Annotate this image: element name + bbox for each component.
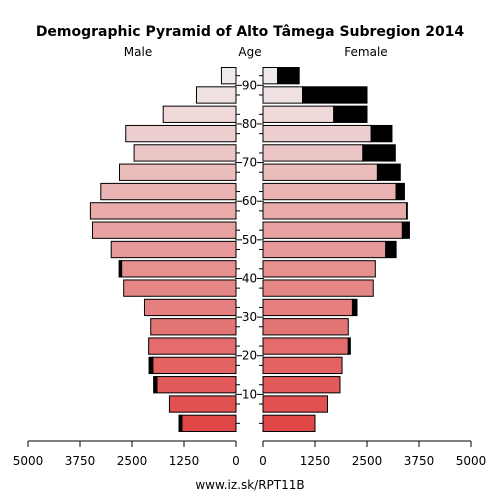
female-label: Female <box>344 45 387 59</box>
age-tick-label: 30 <box>242 310 257 324</box>
male-bar-25-29 <box>150 318 237 336</box>
male-bar-50-54 <box>91 221 237 239</box>
female-bar-5-9 <box>262 395 328 413</box>
female-bar-75-79 <box>262 124 372 143</box>
female-excess-bar-90+ <box>277 67 300 85</box>
male-x-tick-label: 0 <box>232 454 240 468</box>
age-tick-label: 20 <box>242 349 257 363</box>
footer-url: www.iz.sk/RPT11B <box>195 478 304 492</box>
female-bar-15-19 <box>262 356 343 375</box>
female-bar-65-69 <box>262 163 378 181</box>
chart-title: Demographic Pyramid of Alto Tâmega Subre… <box>36 24 465 40</box>
male-bar-35-39 <box>123 279 237 297</box>
female-bar-60-64 <box>262 182 397 201</box>
female-bar-50-54 <box>262 221 403 239</box>
female-x-tick-label: 5000 <box>456 454 487 468</box>
male-bars <box>89 67 237 432</box>
male-bar-0-4 <box>181 414 237 432</box>
female-bar-10-14 <box>262 376 341 394</box>
male-label: Male <box>124 45 152 59</box>
female-bar-30-34 <box>262 298 353 317</box>
male-bar-65-69 <box>119 163 237 181</box>
female-x-tick-label: 0 <box>259 454 267 468</box>
female-bar-20-24 <box>262 337 349 355</box>
x-axis: 5000 3750 2500 1250 0 0 1250 2500 3750 5000 <box>13 440 487 468</box>
male-x-tick-label: 2500 <box>117 454 148 468</box>
female-bars <box>262 67 410 432</box>
female-excess-bar-70-74 <box>362 144 396 162</box>
age-label: Age <box>238 45 261 59</box>
age-tick-label: 90 <box>242 78 257 92</box>
female-excess-bar-75-79 <box>370 124 393 143</box>
female-excess-bar-60-64 <box>395 182 405 201</box>
male-bar-55-59 <box>89 202 237 220</box>
male-bar-45-49 <box>110 240 237 259</box>
female-x-tick-label: 2500 <box>352 454 383 468</box>
male-bar-30-34 <box>143 298 237 317</box>
female-excess-bar-65-69 <box>376 163 401 181</box>
age-tick-label: 10 <box>242 387 257 401</box>
age-tick-label: 40 <box>242 271 257 285</box>
female-bar-55-59 <box>262 202 408 220</box>
female-bar-40-44 <box>262 260 376 278</box>
female-x-tick-label: 3750 <box>404 454 435 468</box>
male-x-tick-label: 5000 <box>13 454 44 468</box>
male-bar-70-74 <box>133 144 237 162</box>
female-bar-90+ <box>262 67 279 85</box>
age-axis: 10 20 30 40 50 60 70 80 90 <box>235 75 264 424</box>
male-excess-bar-40-44 <box>118 260 123 278</box>
female-bar-0-4 <box>262 414 316 432</box>
male-bar-40-44 <box>121 260 237 278</box>
female-bar-85-89 <box>262 86 304 104</box>
male-bar-85-89 <box>195 86 237 104</box>
female-excess-bar-55-59 <box>406 202 408 220</box>
male-excess-bar-10-14 <box>153 376 158 394</box>
male-bar-90+ <box>220 67 237 85</box>
male-bar-60-64 <box>100 182 237 201</box>
age-tick-label: 70 <box>242 156 257 170</box>
female-excess-bar-85-89 <box>302 86 368 104</box>
female-bar-70-74 <box>262 144 364 162</box>
male-bar-20-24 <box>148 337 237 355</box>
female-bar-35-39 <box>262 279 374 297</box>
age-tick-label: 80 <box>242 117 257 131</box>
male-x-tick-label: 3750 <box>65 454 96 468</box>
female-bar-25-29 <box>262 318 349 336</box>
female-excess-bar-30-34 <box>351 298 358 317</box>
male-bar-75-79 <box>125 124 237 143</box>
male-bar-80-84 <box>162 105 237 123</box>
age-tick-label: 50 <box>242 233 257 247</box>
male-bar-10-14 <box>156 376 237 394</box>
male-excess-bar-15-19 <box>148 356 154 375</box>
female-excess-bar-45-49 <box>385 240 397 259</box>
male-excess-bar-0-4 <box>178 414 183 432</box>
female-bar-80-84 <box>262 105 335 123</box>
age-tick-label: 60 <box>242 194 257 208</box>
female-excess-bar-20-24 <box>347 337 351 355</box>
female-bar-45-49 <box>262 240 387 259</box>
male-x-tick-label: 1250 <box>169 454 200 468</box>
male-bar-5-9 <box>168 395 237 413</box>
female-x-tick-label: 1250 <box>300 454 331 468</box>
male-bar-15-19 <box>152 356 237 375</box>
female-excess-bar-50-54 <box>401 221 410 239</box>
female-excess-bar-80-84 <box>333 105 368 123</box>
